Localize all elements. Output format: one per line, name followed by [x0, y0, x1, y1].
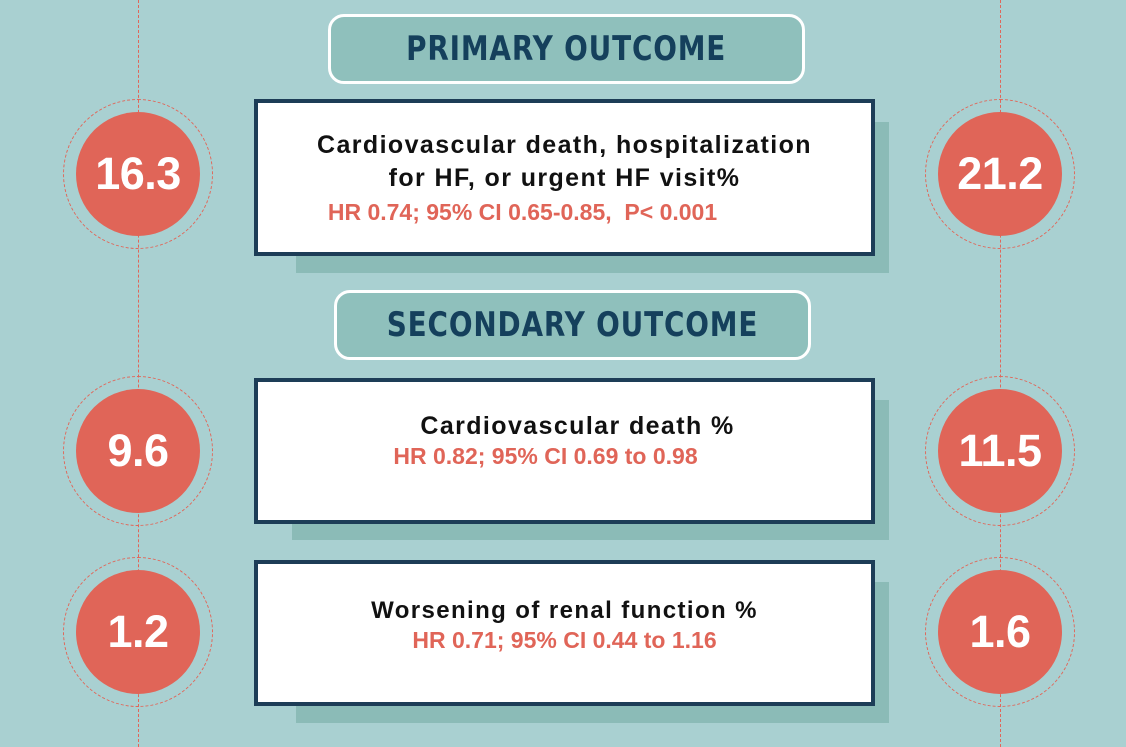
secondary1-right-value: 11.5 — [938, 389, 1062, 513]
secondary2-right-value-circle: 1.6 — [925, 557, 1075, 707]
primary-outcome-box: Cardiovascular death, hospitalization fo… — [254, 99, 875, 256]
secondary2-left-value-circle: 1.2 — [63, 557, 213, 707]
secondary1-right-value-circle: 11.5 — [925, 376, 1075, 526]
secondary2-outcome-box: Worsening of renal function % HR 0.71; 9… — [254, 560, 875, 706]
primary-title-line1: Cardiovascular death, hospitalization — [317, 131, 812, 159]
primary-right-value: 21.2 — [938, 112, 1062, 236]
primary-title-line2: for HF, or urgent HF visit% — [388, 164, 741, 192]
secondary-outcome-heading: SECONDARY OUTCOME — [334, 290, 811, 360]
primary-left-value: 16.3 — [76, 112, 200, 236]
secondary1-left-value-circle: 9.6 — [63, 376, 213, 526]
secondary1-stat: HR 0.82; 95% CI 0.69 to 0.98 — [393, 443, 698, 469]
primary-right-value-circle: 21.2 — [925, 99, 1075, 249]
secondary1-left-value: 9.6 — [76, 389, 200, 513]
secondary2-right-value: 1.6 — [938, 570, 1062, 694]
left-connector-line — [138, 0, 139, 747]
primary-outcome-heading: PRIMARY OUTCOME — [328, 14, 805, 84]
primary-stat: HR 0.74; 95% CI 0.65-0.85, P< 0.001 — [327, 199, 718, 225]
secondary2-left-value: 1.2 — [76, 570, 200, 694]
primary-left-value-circle: 16.3 — [63, 99, 213, 249]
secondary1-outcome-box: Cardiovascular death % HR 0.82; 95% CI 0… — [254, 378, 875, 524]
secondary1-title: Cardiovascular death % — [420, 412, 735, 440]
secondary2-title: Worsening of renal function % — [371, 597, 758, 624]
right-connector-line — [1000, 0, 1001, 747]
secondary2-stat: HR 0.71; 95% CI 0.44 to 1.16 — [412, 627, 717, 653]
